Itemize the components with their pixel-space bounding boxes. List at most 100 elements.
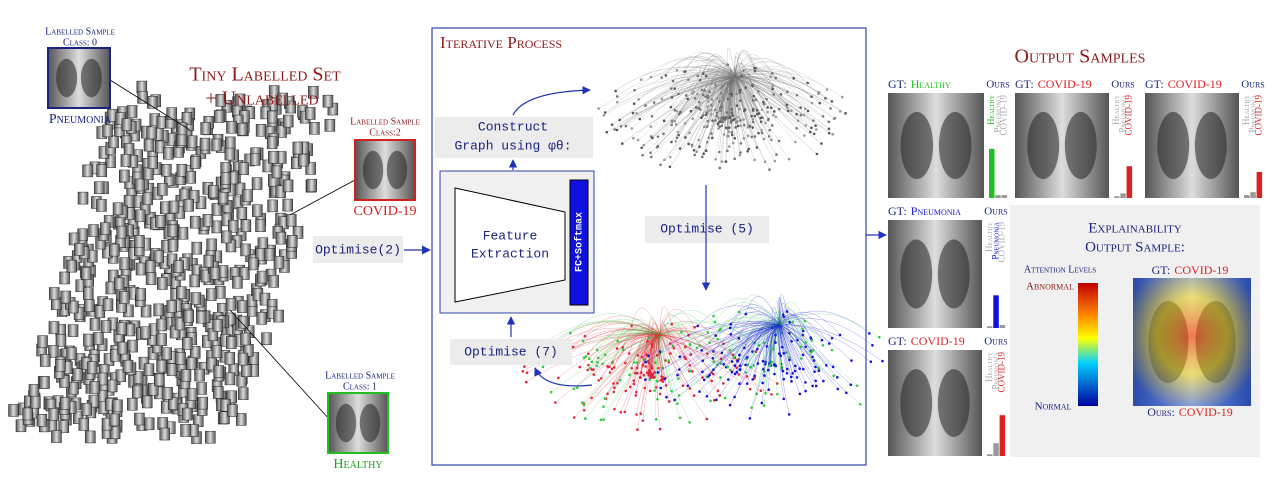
graph-edge: [734, 73, 764, 103]
graph-node: [572, 387, 576, 391]
thumbnail: [109, 348, 121, 362]
attention-map: [1133, 278, 1251, 406]
score-bar: [993, 295, 999, 328]
graph-node: [739, 142, 743, 145]
graph-node: [645, 371, 649, 374]
graph-node: [812, 119, 815, 122]
graph-node: [675, 136, 679, 140]
thumbnail: [235, 413, 247, 426]
thumbnail: [251, 177, 263, 190]
thumbnail: [82, 164, 93, 178]
thumbnail: [211, 345, 223, 358]
graph-edge: [746, 324, 781, 384]
graph-node: [644, 360, 647, 364]
thumbnail: [292, 226, 304, 239]
thumbnail: [85, 430, 96, 444]
graph-node: [706, 100, 710, 103]
graph-node: [738, 153, 742, 157]
graph-node: [731, 114, 735, 117]
thumbnail: [261, 332, 272, 345]
graph-node: [641, 153, 644, 157]
graph-node: [710, 379, 713, 383]
graph-edge: [779, 324, 819, 371]
ours-label: Ours: [984, 336, 1008, 348]
thumbnail: [234, 182, 246, 196]
graph-node: [608, 371, 612, 374]
gt-label: GT: COVID-19: [1145, 77, 1222, 91]
graph-node: [788, 358, 791, 362]
thumbnail: [156, 318, 167, 332]
graph-node: [632, 382, 636, 386]
class-label: Pneumonia: [990, 351, 1000, 389]
score-column: [1243, 93, 1263, 198]
graph-edge: [734, 77, 799, 121]
thumbnail: [183, 198, 194, 212]
step-label: Construct: [478, 119, 548, 134]
graph-edge: [629, 327, 661, 354]
graph-node: [614, 89, 617, 93]
graph-node: [651, 373, 655, 376]
graph-node: [762, 341, 766, 345]
thumbnail: [121, 118, 133, 131]
graph-node: [814, 379, 817, 383]
thumbnail: [155, 215, 166, 228]
graph-node: [718, 166, 722, 170]
graph-node: [735, 366, 739, 369]
graph-node: [804, 381, 807, 384]
graph-edge: [727, 77, 736, 129]
graph-node: [637, 97, 640, 101]
thumbnail: [205, 430, 216, 444]
thumbnail: [140, 326, 151, 339]
graph-node: [814, 384, 818, 388]
graph-node: [801, 329, 805, 333]
graph-node: [590, 360, 594, 364]
thumbnail: [93, 332, 104, 345]
graph-node: [650, 342, 654, 346]
graph-node: [722, 362, 726, 366]
graph-edge: [779, 307, 803, 329]
graph-node: [663, 158, 666, 162]
graph-node: [832, 117, 836, 121]
graph-node: [656, 135, 660, 138]
graph-node: [710, 136, 714, 140]
graph-edge: [734, 77, 749, 136]
graph-node: [738, 368, 742, 372]
graph-edge: [779, 315, 813, 341]
graph-node: [678, 416, 682, 420]
graph-node: [803, 107, 807, 111]
graph-node: [648, 389, 652, 393]
graph-node: [728, 145, 731, 148]
graph-top: [597, 47, 847, 171]
graph-edge: [737, 324, 781, 362]
graph-node: [645, 353, 648, 356]
thumbnail: [153, 303, 164, 317]
graph-edge: [773, 324, 781, 365]
score-bar: [993, 443, 999, 456]
graph-node: [831, 133, 835, 136]
thumbnail: [267, 110, 278, 124]
graph-node: [632, 102, 636, 106]
class-label: COVID-19: [1124, 95, 1134, 136]
thumbnail: [256, 312, 267, 325]
thumbnail: [68, 381, 79, 395]
graph-edge: [734, 57, 794, 79]
thumbnail: [206, 357, 217, 371]
graph-node: [745, 375, 749, 378]
thumbnail: [221, 230, 232, 244]
graph-node: [659, 386, 663, 390]
thumbnail: [156, 333, 167, 346]
lung: [937, 239, 970, 309]
graph-node: [693, 153, 697, 157]
graph-node: [636, 428, 639, 432]
lung: [362, 150, 384, 190]
thumbnail: [86, 361, 98, 375]
graph-edge: [718, 77, 736, 129]
thumbnail: [73, 307, 85, 320]
thumbnail: [175, 352, 186, 365]
graph-node: [766, 110, 769, 114]
thumbnail: [206, 288, 217, 301]
thumbnail: [105, 155, 116, 168]
lung: [1194, 111, 1227, 180]
score-bar: [1250, 192, 1256, 198]
gt-class: COVID-19: [1174, 263, 1228, 277]
